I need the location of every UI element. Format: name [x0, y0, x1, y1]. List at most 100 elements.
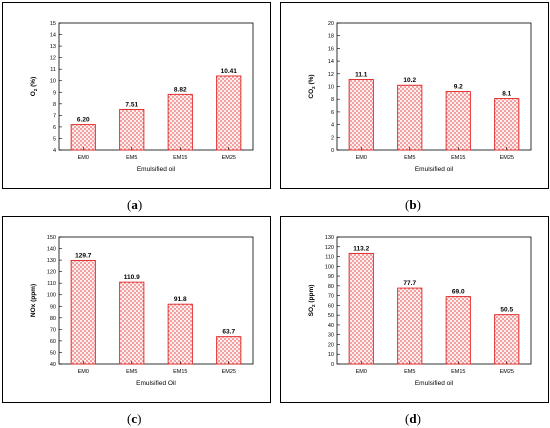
x-tick-label: EM0 [78, 369, 89, 375]
x-axis-label: Emulsified Oil [136, 380, 176, 387]
chart-co2-svg: 0 2 4 6 8 10 12 14 16 18 20 11.1 EM0 10.2 EM5 9.2 EM15 8.… [308, 21, 532, 173]
y-tick-label: 14 [328, 59, 334, 65]
y-tick-label: 70 [50, 327, 56, 333]
panel-label-d: (d) [405, 411, 421, 426]
x-tick-label: EM5 [126, 369, 137, 375]
bar-em5 [119, 109, 145, 151]
x-tick-label: EM5 [404, 369, 415, 375]
y-axis-label-main: CO [308, 89, 315, 99]
y-tick-label: 80 [50, 316, 56, 322]
y-tick-label: 4 [331, 123, 334, 129]
bar-value-label: 91.8 [174, 296, 187, 303]
y-tick-label: 50 [50, 350, 56, 356]
y-axis-label-unit: (%) [308, 74, 315, 86]
y-tick-label: 12 [50, 56, 56, 62]
y-tick-label: 0 [331, 362, 334, 368]
bar-value-label: 8.1 [502, 91, 511, 98]
plot-area [58, 22, 254, 151]
bar-em15 [445, 91, 471, 151]
y-tick-label: 20 [328, 21, 334, 27]
y-tick-label: 130 [325, 235, 334, 241]
y-tick-label: 2 [331, 135, 334, 141]
y-tick-label: 5 [53, 136, 56, 142]
x-tick-label: EM25 [500, 155, 514, 161]
y-tick-label: 9 [53, 90, 56, 96]
y-tick-label: 15 [50, 21, 56, 27]
plot-area [58, 236, 254, 365]
y-tick-label: 11 [50, 67, 56, 73]
chart-nox-svg: 40 50 60 70 80 90 100 110 120 130 140 150 129.7 EM0 11… [30, 235, 254, 387]
x-axis-label: Emulsified oil [415, 166, 454, 173]
y-axis-label-sub: 2 [311, 86, 316, 89]
bar-value-label: 77.7 [403, 280, 416, 287]
bar-em25 [216, 75, 242, 151]
plot-area [336, 236, 532, 365]
y-tick-label: 50 [328, 313, 334, 319]
bar-value-label: 113.2 [353, 245, 369, 252]
chart-so2: 0 10 20 30 40 50 60 70 80 90 100 110 120 130 113.2 EM0 7… [280, 216, 549, 403]
bar-value-label: 6.20 [77, 117, 90, 124]
y-tick-label: 70 [328, 294, 334, 300]
y-tick-label: 60 [50, 339, 56, 345]
bar-value-label: 50.5 [500, 307, 513, 314]
x-tick-label: EM0 [78, 155, 89, 161]
y-axis-label: O2 (%) [30, 77, 38, 97]
y-tick-label: 16 [328, 46, 334, 52]
y-tick-label: 90 [50, 304, 56, 310]
panel-label-c: (c) [127, 411, 142, 426]
y-tick-label: 12 [328, 72, 334, 78]
y-axis-label: CO2 (%) [308, 74, 316, 98]
y-tick-label: 8 [331, 97, 334, 103]
bar-em15 [167, 303, 193, 365]
chart-o2: 4 5 6 7 8 9 10 11 12 13 14 15 6.20 EM0 7.51 EM5 8.82 EM15… [2, 2, 271, 189]
bar-em0 [348, 252, 374, 365]
y-axis-label: SO2 (ppm) [308, 285, 316, 317]
y-tick-label: 7 [53, 113, 56, 119]
y-tick-label: 110 [325, 255, 334, 261]
bar-em25 [216, 336, 242, 365]
y-tick-label: 18 [328, 34, 334, 40]
bar-value-label: 9.2 [454, 84, 463, 91]
y-tick-label: 6 [331, 110, 334, 116]
x-tick-label: EM15 [451, 369, 465, 375]
y-tick-label: 10 [328, 85, 334, 91]
y-tick-label: 110 [47, 281, 56, 287]
bar-em0 [70, 259, 96, 365]
y-tick-label: 120 [47, 270, 56, 276]
y-tick-label: 30 [328, 333, 334, 339]
x-tick-label: EM15 [451, 155, 465, 161]
y-tick-label: 80 [328, 284, 334, 290]
bar-em5 [397, 287, 423, 365]
bar-value-label: 63.7 [222, 329, 235, 336]
bar-value-label: 10.41 [221, 68, 238, 75]
bar-em0 [70, 124, 96, 151]
bar-em15 [167, 93, 193, 151]
bar-em5 [119, 281, 145, 365]
bar-value-label: 10.2 [403, 77, 416, 84]
y-tick-label: 40 [328, 323, 334, 329]
panel-label-b: (b) [405, 197, 421, 212]
y-tick-label: 120 [325, 245, 334, 251]
x-tick-label: EM0 [356, 369, 367, 375]
y-tick-label: 40 [50, 362, 56, 368]
y-tick-label: 140 [47, 247, 56, 253]
x-tick-label: EM25 [500, 369, 514, 375]
x-axis-label: Emulsified oil [137, 166, 176, 173]
y-tick-label: 10 [328, 352, 334, 358]
bar-value-label: 8.82 [174, 86, 187, 93]
bar-value-label: 11.1 [355, 72, 368, 79]
x-tick-label: EM15 [173, 369, 187, 375]
y-tick-label: 8 [53, 102, 56, 108]
y-tick-label: 14 [50, 33, 56, 39]
y-tick-label: 10 [50, 79, 56, 85]
y-axis-label-unit: (ppm) [308, 285, 315, 305]
bar-em0 [348, 79, 374, 151]
panel-label-a: (a) [127, 197, 143, 212]
chart-o2-svg: 4 5 6 7 8 9 10 11 12 13 14 15 6.20 EM0 7.51 EM5 8.82 EM15… [30, 21, 254, 173]
chart-so2-svg: 0 10 20 30 40 50 60 70 80 90 100 110 120 130 113.2 EM0 7… [308, 235, 532, 387]
y-axis-label-main: SO [308, 307, 315, 316]
bar-value-label: 7.51 [125, 101, 138, 108]
y-tick-label: 60 [328, 303, 334, 309]
y-tick-label: 0 [331, 148, 334, 154]
y-tick-label: 150 [47, 235, 56, 241]
